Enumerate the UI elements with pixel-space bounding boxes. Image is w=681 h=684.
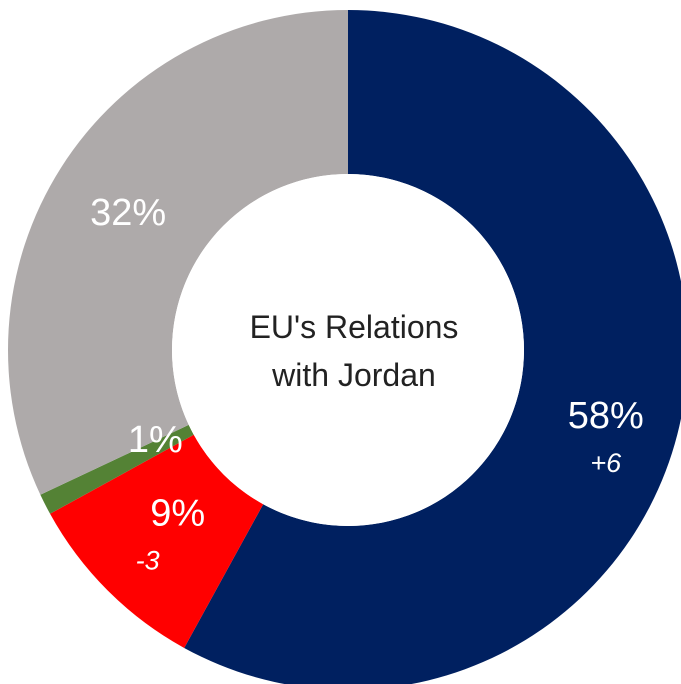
donut-slice-3 [40,424,194,514]
donut-slice-4 [8,10,349,495]
slice-value-label-2: 9% [150,492,205,534]
slice-value-label-4: 32% [90,192,166,234]
slice-labels: 58% +6 9% -3 1% 32% [90,192,644,576]
slice-change-label-2: -3 [136,545,160,575]
center-label-line-2: with Jordan [271,357,436,393]
center-label-line-1: EU's Relations [250,309,459,345]
donut-slice-1 [184,10,681,684]
slice-value-label-3: 1% [128,419,183,461]
slice-change-label-1: +6 [590,448,622,478]
donut-slices [8,10,681,684]
slice-value-label-1: 58% [568,395,644,437]
donut-hole [172,174,524,526]
donut-slice-2 [50,434,264,648]
